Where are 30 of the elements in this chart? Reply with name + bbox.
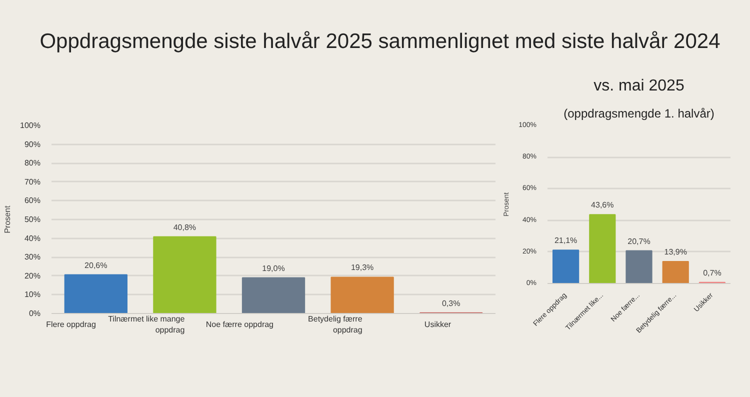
chart-subtitle: (oppdragsmengde 1. halvår) [564,106,714,120]
y-tick-label: 90% [24,140,41,149]
y-tick-label: 10% [24,290,41,300]
y-tick-label: 100% [20,121,41,130]
data-label: 19,0% [262,264,285,273]
x-tick-label: Usikker [424,320,452,329]
data-label: 0,7% [703,268,722,278]
y-tick-label: 20% [24,271,41,280]
y-tick-label: 60% [24,196,41,206]
x-tick-label: Noe færre oppdrag [206,320,274,329]
data-label: 20,7% [628,236,650,246]
chart-title: vs. mai 2025 [594,78,684,94]
data-label: 19,3% [350,263,374,272]
y-tick-label: 50% [24,215,41,224]
x-tick-label: Flere oppdrag [46,320,96,329]
y-tick-label: 0% [28,309,40,318]
data-label: 43,6% [591,200,614,210]
data-label: 21,1% [554,236,578,246]
data-label: 40,8% [173,222,196,232]
x-tick-label: Tilnærmet like mange oppdrag [108,314,186,334]
y-tick-label: 80% [24,158,41,168]
y-tick-label: 70% [24,177,41,186]
chart-title: Oppdragsmengde siste halvår 2025 sammenlignet med siste halvår 2024 [40,29,720,55]
y-axis-title: Prosent [3,204,12,234]
data-label: 0,3% [442,298,460,308]
y-tick-label: 30% [24,252,41,262]
y-tick-label: 40% [24,234,41,243]
x-tick-label: Betydelig færre oppdrag [308,314,363,334]
data-label: 20,6% [84,260,108,270]
data-label: 13,9% [664,248,687,257]
